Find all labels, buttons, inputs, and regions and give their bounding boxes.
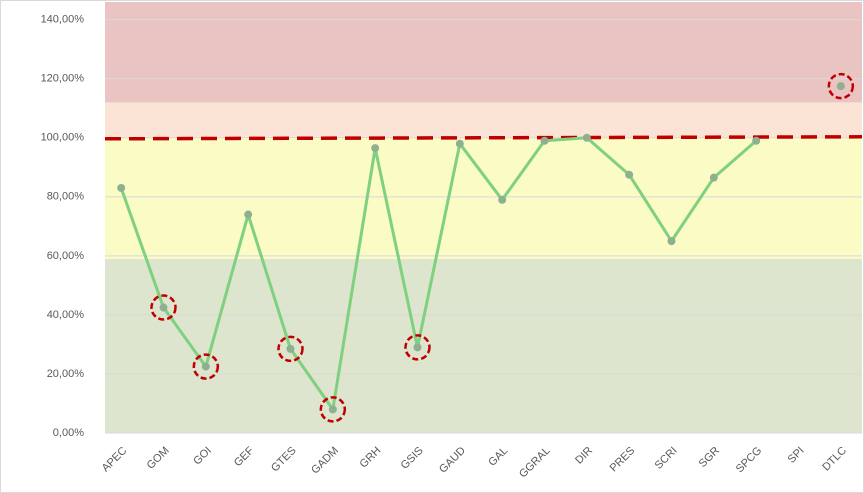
highlight-ring — [404, 334, 431, 361]
zone-band — [105, 137, 862, 259]
y-tick-label: 20,00% — [47, 368, 85, 380]
zone-band — [105, 258, 862, 433]
y-tick-label: 40,00% — [47, 309, 85, 321]
y-tick-label: 0,00% — [53, 427, 84, 439]
data-point — [582, 133, 591, 142]
target-line — [104, 135, 863, 141]
highlight-ring — [150, 294, 177, 321]
data-point — [244, 210, 253, 219]
y-tick-label: 80,00% — [47, 191, 85, 203]
data-point — [498, 195, 507, 204]
data-point — [752, 136, 761, 145]
data-point — [159, 303, 168, 312]
zone-band — [105, 2, 862, 103]
data-point — [117, 183, 126, 192]
data-point — [371, 144, 380, 153]
data-point — [413, 343, 422, 352]
zone-band — [105, 102, 862, 138]
data-point — [201, 362, 210, 371]
y-tick-label: 140,00% — [41, 14, 85, 26]
highlight-ring — [277, 335, 304, 363]
highlight-ring — [827, 72, 855, 100]
data-point — [667, 237, 676, 246]
y-tick-label: 60,00% — [47, 250, 85, 262]
data-point — [625, 170, 634, 179]
y-tick-label: 100,00% — [41, 132, 85, 144]
data-point — [455, 139, 464, 148]
data-point — [709, 173, 718, 182]
data-point — [286, 344, 295, 353]
data-point — [540, 136, 549, 145]
highlight-ring — [319, 396, 347, 423]
data-point — [836, 82, 845, 91]
highlight-ring — [192, 353, 220, 380]
y-tick-label: 120,00% — [41, 73, 85, 85]
data-point — [328, 405, 337, 414]
